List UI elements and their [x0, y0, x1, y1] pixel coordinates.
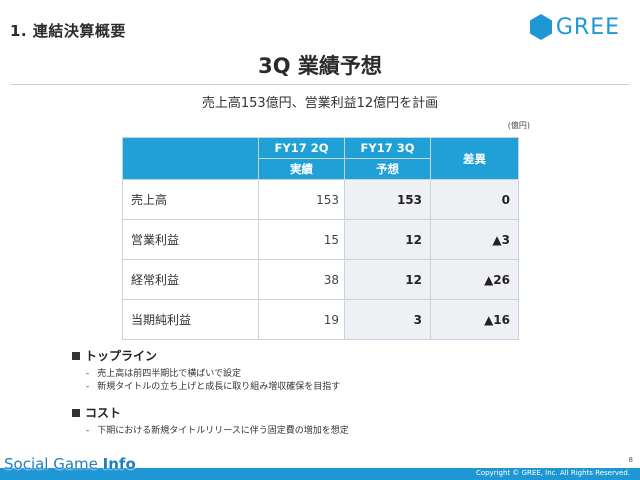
note-list: - 売上高は前四半期比で横ばいで設定 - 新規タイトルの立ち上げと成長に取り組み増収…: [86, 368, 612, 394]
row-label: 経常利益: [122, 259, 259, 300]
header-blank-cell: [122, 137, 259, 180]
table-row: 営業利益 15 12 ▲3: [122, 219, 519, 260]
actual-value: 15: [258, 219, 345, 260]
table-row: 当期純利益 19 3 ▲16: [122, 299, 519, 340]
forecast-value: 12: [344, 219, 431, 260]
header-diff: 差異: [430, 137, 519, 180]
slide-title: 3Q 業績予想: [258, 54, 382, 78]
actual-value: 19: [258, 299, 345, 340]
header-forecast: 予想: [344, 158, 431, 180]
list-item-text: 売上高は前四半期比で横ばいで設定: [97, 369, 241, 379]
list-item: - 売上高は前四半期比で横ばいで設定: [86, 368, 612, 381]
diff-value: ▲3: [430, 219, 519, 260]
dash-icon: -: [86, 426, 90, 436]
note-heading: コスト: [72, 404, 612, 421]
header-fy17-2q: FY17 2Q: [258, 137, 345, 159]
list-item: - 下期における新規タイトルリリースに伴う固定費の増加を想定: [86, 425, 612, 438]
table-header-row: FY17 2Q FY17 3Q 差異: [122, 137, 519, 180]
table-subheader-row: 実績 予想: [123, 158, 519, 180]
note-group-cost: コスト - 下期における新規タイトルリリースに伴う固定費の増加を想定: [72, 404, 612, 438]
section-title: 1. 連結決算概要: [10, 22, 126, 40]
watermark-text-bold: Info: [102, 455, 136, 473]
table-row: 経常利益 38 12 ▲26: [122, 259, 519, 300]
slide-subtitle: 売上高153億円、営業利益12億円を計画: [201, 96, 439, 111]
note-list: - 下期における新規タイトルリリースに伴う固定費の増加を想定: [86, 425, 612, 438]
forecast-table: FY17 2Q FY17 3Q 差異 実績 予想 売上高 153 153 0 営…: [122, 137, 519, 340]
actual-value: 38: [258, 259, 345, 300]
diff-value: 0: [430, 179, 519, 220]
forecast-value: 12: [344, 259, 431, 300]
watermark: Social Game Info: [4, 455, 136, 473]
square-bullet-icon: [72, 408, 80, 417]
actual-value: 153: [258, 179, 345, 220]
list-item: - 新規タイトルの立ち上げと成長に取り組み増収確保を目指す: [86, 381, 612, 394]
row-label: 当期純利益: [122, 299, 259, 340]
hexagon-logo-icon: [529, 14, 552, 40]
note-group-topline: トップライン - 売上高は前四半期比で横ばいで設定 - 新規タイトルの立ち上げと成長…: [72, 347, 612, 394]
footer-bar: [0, 468, 640, 480]
list-item-text: 下期における新規タイトルリリースに伴う固定費の増加を想定: [97, 426, 349, 436]
forecast-value: 153: [344, 179, 431, 220]
watermark-text: Social Game: [4, 455, 103, 473]
row-label: 営業利益: [122, 219, 259, 260]
logo-text: GREE: [555, 14, 620, 40]
page-number: 8: [628, 456, 633, 464]
dash-icon: -: [86, 382, 90, 392]
unit-label: (億円): [507, 121, 530, 130]
diff-value: ▲26: [430, 259, 519, 300]
title-divider: [10, 84, 630, 85]
note-heading-text: コスト: [85, 406, 122, 420]
list-item-text: 新規タイトルの立ち上げと成長に取り組み増収確保を目指す: [97, 382, 341, 392]
note-heading: トップライン: [72, 347, 612, 364]
forecast-value: 3: [344, 299, 431, 340]
dash-icon: -: [86, 369, 90, 379]
diff-value: ▲16: [430, 299, 519, 340]
table-row: 売上高 153 153 0: [122, 179, 519, 220]
note-heading-text: トップライン: [85, 349, 158, 363]
gree-logo: GREE: [529, 14, 620, 40]
row-label: 売上高: [122, 179, 259, 220]
header-actual: 実績: [258, 158, 345, 180]
header-fy17-3q: FY17 3Q: [344, 137, 431, 159]
notes-section: トップライン - 売上高は前四半期比で横ばいで設定 - 新規タイトルの立ち上げと成長…: [72, 347, 612, 438]
copyright-text: Copyright © GREE, Inc. All Rights Reserv…: [475, 469, 630, 477]
square-bullet-icon: [72, 351, 80, 360]
